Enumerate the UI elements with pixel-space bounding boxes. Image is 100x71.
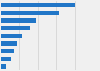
- Bar: [1, 18, 36, 23]
- Bar: [1, 11, 58, 15]
- Bar: [1, 41, 17, 46]
- Bar: [1, 26, 30, 30]
- Bar: [1, 3, 75, 7]
- Bar: [1, 64, 6, 69]
- Bar: [1, 57, 11, 61]
- Bar: [1, 34, 22, 38]
- Bar: [1, 49, 14, 53]
